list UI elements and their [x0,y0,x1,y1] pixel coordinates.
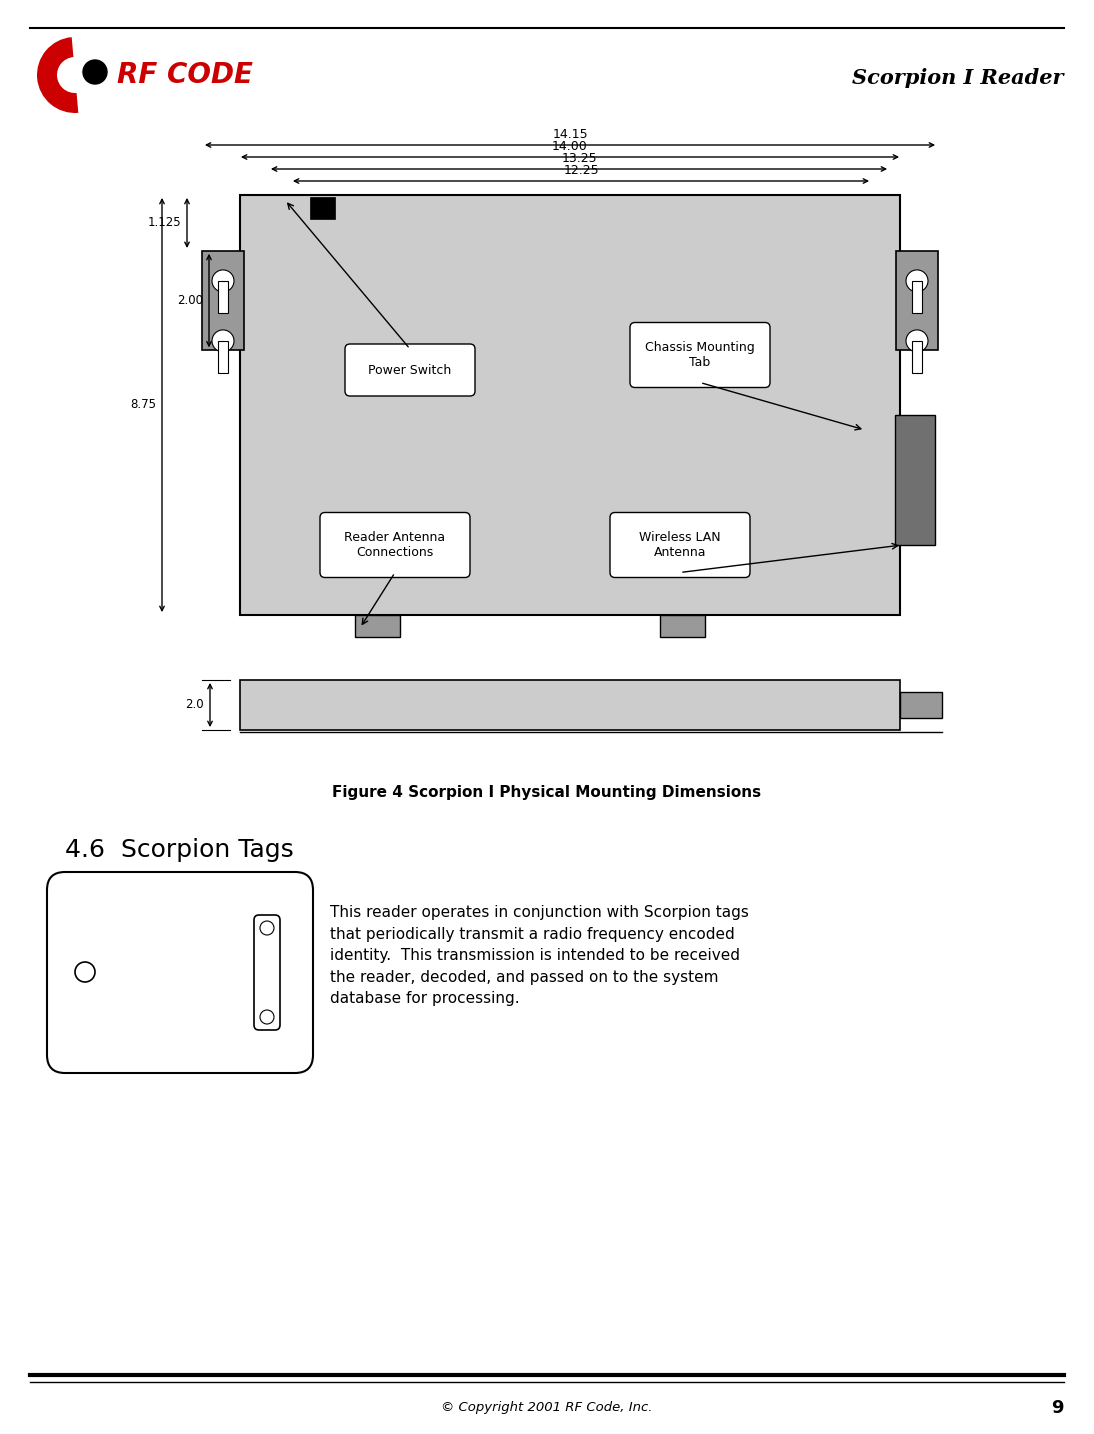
Text: RF CODE: RF CODE [117,62,253,89]
Text: Figure 4 Scorpion I Physical Mounting Dimensions: Figure 4 Scorpion I Physical Mounting Di… [333,784,761,800]
Text: 2.0: 2.0 [185,698,203,711]
Circle shape [83,60,107,85]
Bar [895,414,935,545]
FancyBboxPatch shape [610,512,750,578]
Text: 14.00: 14.00 [552,141,587,153]
FancyBboxPatch shape [630,323,770,387]
Bar [240,195,900,615]
Text: This reader operates in conjunction with Scorpion tags
that periodically transmi: This reader operates in conjunction with… [330,905,749,1007]
Text: 14.15: 14.15 [552,128,587,141]
Text: Reader Antenna
Connections: Reader Antenna Connections [345,531,445,559]
Bar [202,251,244,350]
Circle shape [260,1010,274,1024]
FancyBboxPatch shape [47,872,313,1073]
Bar [354,615,400,637]
Bar [912,341,922,373]
Bar [218,281,228,313]
FancyBboxPatch shape [254,915,280,1030]
Circle shape [906,270,928,293]
Text: 4.6  Scorpion Tags: 4.6 Scorpion Tags [65,837,294,862]
Text: Scorpion I Reader: Scorpion I Reader [852,67,1064,87]
Text: Power Switch: Power Switch [369,363,452,377]
Text: 13.25: 13.25 [561,152,597,165]
Text: 8.75: 8.75 [130,399,156,412]
Circle shape [212,270,234,293]
Text: 2.00: 2.00 [177,294,203,307]
Circle shape [906,330,928,351]
Bar [218,341,228,373]
Text: Wireless LAN
Antenna: Wireless LAN Antenna [639,531,721,559]
FancyBboxPatch shape [321,512,470,578]
Bar [240,680,900,730]
Circle shape [212,330,234,351]
Text: © Copyright 2001 RF Code, Inc.: © Copyright 2001 RF Code, Inc. [441,1401,653,1414]
Text: 1.125: 1.125 [148,217,181,229]
Text: Chassis Mounting
Tab: Chassis Mounting Tab [645,341,755,369]
Bar [896,251,938,350]
Circle shape [260,921,274,935]
Wedge shape [37,37,79,113]
Text: 9: 9 [1051,1400,1064,1417]
Circle shape [75,962,95,982]
Bar [660,615,705,637]
Bar [912,281,922,313]
Bar [310,196,335,219]
Bar [900,693,942,718]
FancyBboxPatch shape [345,344,475,396]
Text: 12.25: 12.25 [563,163,598,176]
